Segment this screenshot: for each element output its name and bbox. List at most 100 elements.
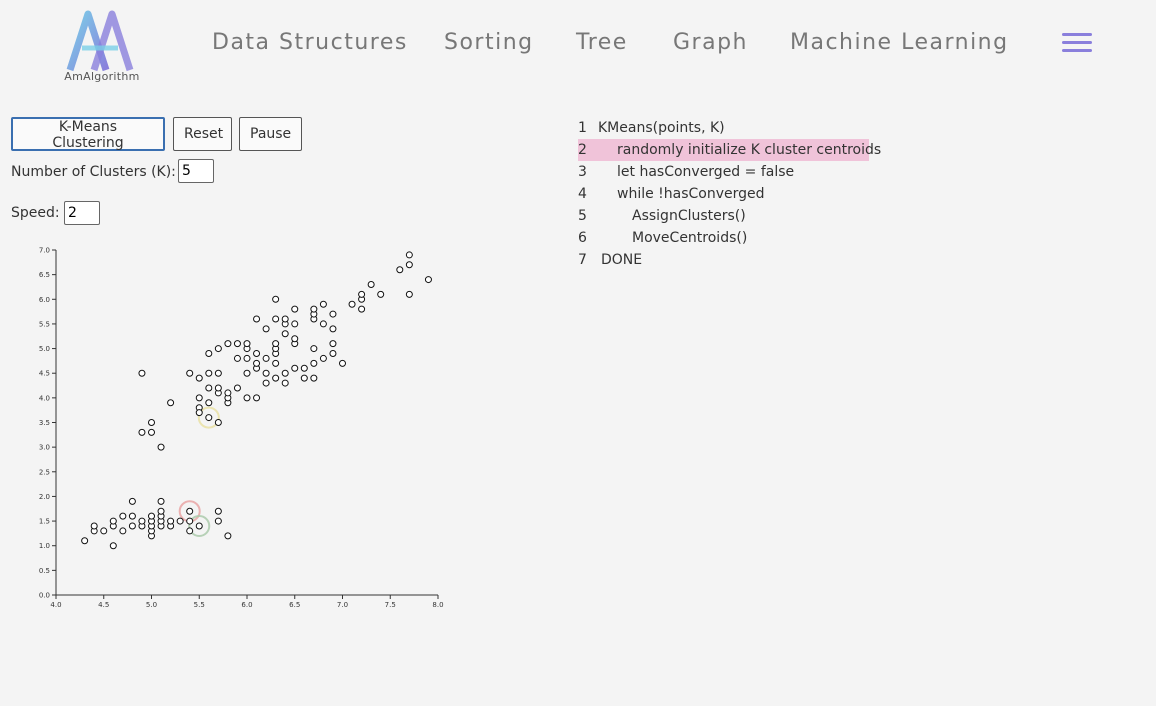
- data-point: [214, 369, 222, 377]
- data-point: [262, 325, 270, 333]
- data-point: [367, 281, 375, 288]
- data-point: [186, 369, 194, 377]
- data-point: [167, 517, 175, 525]
- data-point: [138, 517, 146, 525]
- data-point: [243, 354, 251, 362]
- data-point: [119, 527, 127, 535]
- nav-tree[interactable]: Tree: [576, 30, 628, 55]
- y-tick-label: 5.5: [39, 320, 50, 328]
- clusters-input[interactable]: [178, 159, 214, 183]
- clusters-label: Number of Clusters (K):: [11, 164, 176, 180]
- data-point: [186, 527, 194, 535]
- data-point: [281, 315, 289, 323]
- y-tick-label: 5.0: [39, 345, 50, 353]
- nav-data-structures[interactable]: Data Structures: [212, 30, 408, 55]
- pseudocode-line: 6 MoveCentroids(): [578, 230, 748, 246]
- data-point: [148, 512, 155, 520]
- data-point: [262, 354, 270, 362]
- data-point: [224, 532, 232, 540]
- x-tick-label: 4.0: [50, 601, 61, 609]
- data-point: [310, 305, 318, 313]
- speed-label: Speed:: [11, 205, 60, 221]
- data-point: [319, 320, 327, 328]
- data-point: [233, 384, 241, 392]
- data-point: [157, 497, 165, 505]
- data-point: [291, 320, 299, 328]
- data-point: [233, 340, 241, 348]
- x-tick-label: 6.0: [241, 601, 252, 609]
- data-point: [272, 374, 280, 382]
- data-point: [319, 300, 327, 308]
- data-point: [90, 522, 98, 530]
- data-point: [119, 512, 127, 520]
- x-tick-label: 7.5: [385, 601, 396, 609]
- centroid: [188, 515, 211, 537]
- pause-button[interactable]: Pause: [239, 117, 302, 151]
- data-point: [205, 350, 213, 357]
- data-point: [138, 428, 146, 436]
- y-tick-label: 4.0: [39, 394, 50, 402]
- data-point: [405, 290, 413, 298]
- x-tick-label: 8.0: [432, 601, 443, 609]
- nav-sorting[interactable]: Sorting: [444, 30, 534, 55]
- nav-machine-learning[interactable]: Machine Learning: [790, 30, 1009, 55]
- data-point: [128, 497, 136, 505]
- data-point: [329, 340, 337, 348]
- data-point: [339, 359, 346, 367]
- data-point: [205, 384, 213, 392]
- scatter-chart: 0.0 0.5 1.0 1.5 2.0 2.5 3.0 3.5 4.0 4.5 5.0 5.5 6.0 6…: [39, 247, 444, 610]
- data-point: [272, 359, 280, 367]
- data-point: [128, 512, 136, 520]
- data-point: [329, 325, 337, 333]
- data-point: [329, 350, 337, 357]
- data-point: [281, 369, 289, 377]
- data-point: [195, 522, 203, 530]
- data-point: [224, 389, 232, 397]
- pseudocode-line-highlighted: 2 randomly initialize K cluster centroids: [578, 139, 881, 161]
- data-point: [253, 315, 261, 323]
- data-point: [167, 399, 175, 407]
- data-point: [243, 340, 251, 348]
- kmeans-button[interactable]: K-Means Clustering: [11, 117, 165, 151]
- data-point: [281, 330, 289, 338]
- data-point: [148, 428, 155, 436]
- data-point: [214, 384, 222, 392]
- data-point: [310, 345, 318, 353]
- speed-input[interactable]: [64, 201, 100, 225]
- data-point: [272, 340, 280, 348]
- y-tick-label: 1.5: [39, 518, 50, 526]
- x-tick-label: 7.0: [337, 601, 348, 609]
- logo[interactable]: AmAlgorithm: [62, 8, 142, 84]
- data-point: [262, 379, 270, 387]
- data-point: [157, 443, 165, 451]
- data-point: [358, 290, 366, 298]
- data-point: [310, 374, 318, 382]
- data-point: [424, 276, 432, 284]
- data-point: [272, 315, 280, 323]
- y-tick-label: 7.0: [39, 247, 50, 255]
- data-point: [291, 305, 299, 313]
- data-point: [319, 354, 327, 362]
- hamburger-menu-icon[interactable]: [1060, 33, 1094, 55]
- pseudocode-line: 1 KMeans(points, K): [578, 120, 725, 136]
- data-point: [195, 374, 203, 382]
- y-tick-label: 2.0: [39, 493, 50, 501]
- data-point: [281, 379, 289, 387]
- y-tick-label: 4.5: [39, 370, 50, 378]
- data-point: [195, 409, 203, 417]
- data-point: [214, 419, 222, 426]
- data-point: [205, 369, 213, 377]
- pseudocode-line: 3 let hasConverged = false: [578, 164, 795, 180]
- data-point: [214, 517, 222, 525]
- data-point: [100, 527, 108, 535]
- nav-graph[interactable]: Graph: [673, 30, 748, 55]
- data-point: [253, 394, 261, 402]
- data-point: [186, 507, 194, 515]
- data-point: [81, 537, 89, 545]
- data-point: [377, 290, 385, 298]
- data-point: [214, 507, 222, 515]
- x-tick-label: 5.0: [146, 601, 157, 609]
- logo-text: AmAlgorithm: [64, 70, 140, 83]
- reset-button[interactable]: Reset: [173, 117, 232, 151]
- x-tick-label: 5.5: [194, 601, 205, 609]
